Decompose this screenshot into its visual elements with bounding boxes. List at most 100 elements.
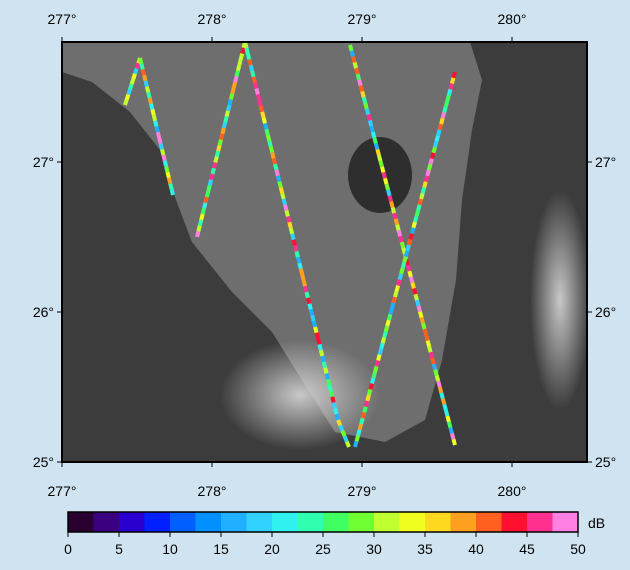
colorbar-segment [451, 512, 477, 532]
track-segment [130, 84, 132, 89]
track-segment [227, 111, 228, 117]
track-segment [152, 109, 153, 115]
track-segment [409, 271, 411, 277]
track-segment [358, 430, 360, 436]
track-segment [377, 149, 379, 155]
lat-label: 26° [33, 304, 54, 320]
track-segment [441, 393, 443, 399]
colorbar-segment [323, 512, 349, 532]
track-segment [297, 251, 298, 257]
colorbar-label: 5 [115, 541, 123, 557]
track-segment [403, 262, 405, 268]
track-segment [410, 234, 412, 240]
track-segment [384, 332, 386, 338]
track-segment [437, 135, 439, 141]
track-segment [443, 112, 445, 118]
track-segment [231, 94, 232, 100]
track-segment [412, 228, 414, 234]
track-segment [278, 176, 279, 182]
track-segment [225, 117, 226, 123]
colorbar-segment [170, 512, 196, 532]
track-segment [213, 168, 214, 174]
colorbar-segment [374, 512, 400, 532]
track-segment [235, 76, 236, 82]
track-segment [169, 178, 170, 184]
track-segment [391, 202, 393, 208]
lake [348, 137, 412, 213]
track-segment [254, 77, 255, 83]
track-segment [165, 161, 166, 167]
track-segment [441, 118, 443, 124]
track-segment [204, 203, 205, 209]
track-segment [335, 408, 336, 414]
track-segment [350, 45, 352, 51]
track-segment [208, 185, 209, 191]
track-segment [452, 78, 454, 84]
colorbar-segment [68, 512, 94, 532]
track-segment [374, 138, 376, 144]
track-segment [302, 275, 303, 281]
track-segment [414, 288, 416, 294]
lon-label: 280° [498, 483, 527, 499]
track-segment [388, 190, 390, 196]
track-segment [418, 205, 420, 211]
colorbar-label: 35 [417, 541, 433, 557]
track-segment [369, 389, 371, 395]
track-segment [398, 280, 400, 286]
track-segment [392, 303, 394, 309]
track-segment [446, 101, 448, 107]
track-segment [332, 397, 333, 403]
track-segment [318, 339, 319, 345]
track-segment [337, 414, 338, 420]
track-segment [342, 431, 344, 436]
track-segment [401, 268, 403, 274]
track-segment [217, 151, 218, 157]
track-segment [347, 442, 349, 447]
track-segment [327, 373, 328, 379]
track-segment [352, 51, 354, 57]
colorbar-segment [527, 512, 553, 532]
track-segment [150, 98, 151, 104]
track-segment [268, 135, 269, 141]
track-segment [197, 231, 198, 237]
track-segment [409, 239, 411, 245]
track-segment [364, 97, 366, 103]
track-segment [429, 164, 431, 170]
track-segment [163, 155, 164, 161]
track-segment [201, 214, 202, 220]
track-segment [284, 199, 285, 205]
track-segment [317, 333, 318, 339]
track-segment [429, 346, 431, 352]
track-segment [214, 162, 215, 168]
track-segment [324, 362, 325, 368]
track-segment [279, 182, 280, 188]
track-segment [198, 226, 199, 232]
track-segment [402, 242, 404, 248]
track-segment [417, 300, 419, 306]
track-segment [422, 317, 424, 323]
colorbar-label: 50 [570, 541, 586, 557]
track-segment [140, 58, 141, 64]
track-segment [157, 127, 158, 133]
track-segment [356, 68, 358, 74]
track-segment [289, 222, 290, 228]
track-segment [162, 149, 163, 155]
track-segment [438, 130, 440, 136]
track-segment [220, 140, 221, 146]
track-segment [375, 366, 377, 372]
colorbar-segment [196, 512, 222, 532]
track-segment [367, 109, 369, 115]
track-segment [299, 263, 300, 269]
track-segment [147, 87, 148, 93]
track-segment [249, 59, 250, 65]
track-segment [425, 329, 427, 335]
track-segment [314, 321, 315, 327]
track-segment [312, 315, 313, 321]
track-segment [275, 164, 276, 170]
track-segment [408, 265, 410, 271]
track-segment [432, 358, 434, 364]
track-segment [264, 118, 265, 124]
cloud [220, 340, 380, 450]
track-segment [427, 170, 429, 176]
track-segment [315, 327, 316, 333]
